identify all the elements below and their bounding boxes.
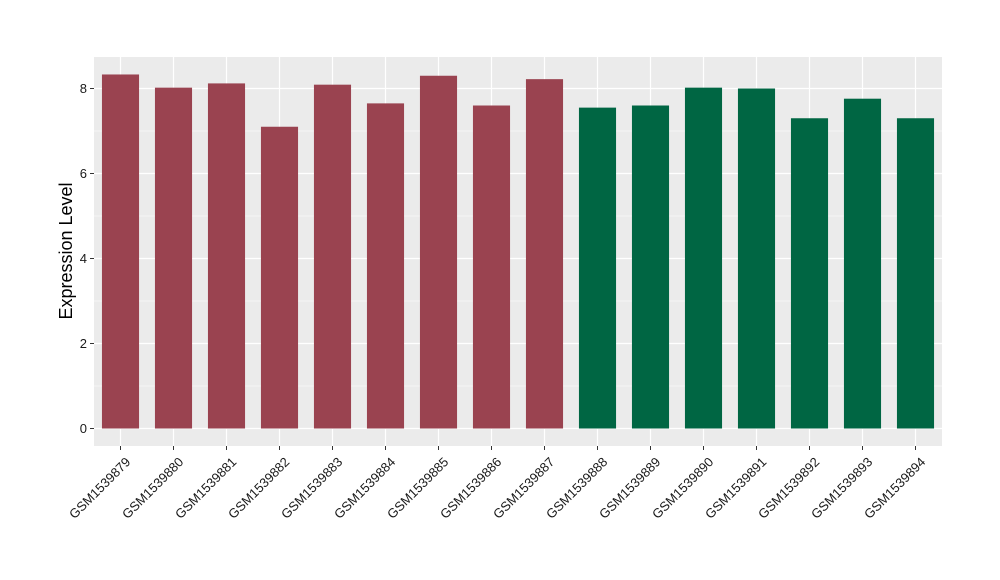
bar-GSM1539892 bbox=[790, 118, 829, 429]
bar-GSM1539889 bbox=[631, 105, 670, 429]
y-axis: 0 2 4 6 8 bbox=[80, 81, 94, 436]
y-axis-title: Expression Level bbox=[56, 182, 76, 319]
bar-GSM1539888 bbox=[578, 107, 617, 429]
bar-GSM1539884 bbox=[366, 103, 405, 429]
bar-GSM1539880 bbox=[154, 87, 193, 429]
bar-GSM1539893 bbox=[843, 98, 882, 429]
bar-GSM1539883 bbox=[313, 84, 352, 429]
bar-GSM1539885 bbox=[419, 75, 458, 429]
y-tick-label: 8 bbox=[80, 81, 87, 96]
y-tick-label: 6 bbox=[80, 166, 87, 181]
bar-GSM1539894 bbox=[896, 118, 935, 429]
bar-GSM1539890 bbox=[684, 87, 723, 429]
bar-GSM1539882 bbox=[260, 126, 299, 429]
y-tick-label: 4 bbox=[80, 251, 87, 266]
y-tick-label: 0 bbox=[80, 421, 87, 436]
x-axis: GSM1539879GSM1539880GSM1539881GSM1539882… bbox=[66, 446, 928, 522]
bar-GSM1539887 bbox=[525, 79, 564, 429]
bars bbox=[101, 74, 935, 429]
bar-GSM1539881 bbox=[207, 83, 246, 429]
y-tick-label: 2 bbox=[80, 336, 87, 351]
bar-GSM1539886 bbox=[472, 105, 511, 429]
bar-GSM1539891 bbox=[737, 88, 776, 429]
bar-GSM1539879 bbox=[101, 74, 140, 429]
